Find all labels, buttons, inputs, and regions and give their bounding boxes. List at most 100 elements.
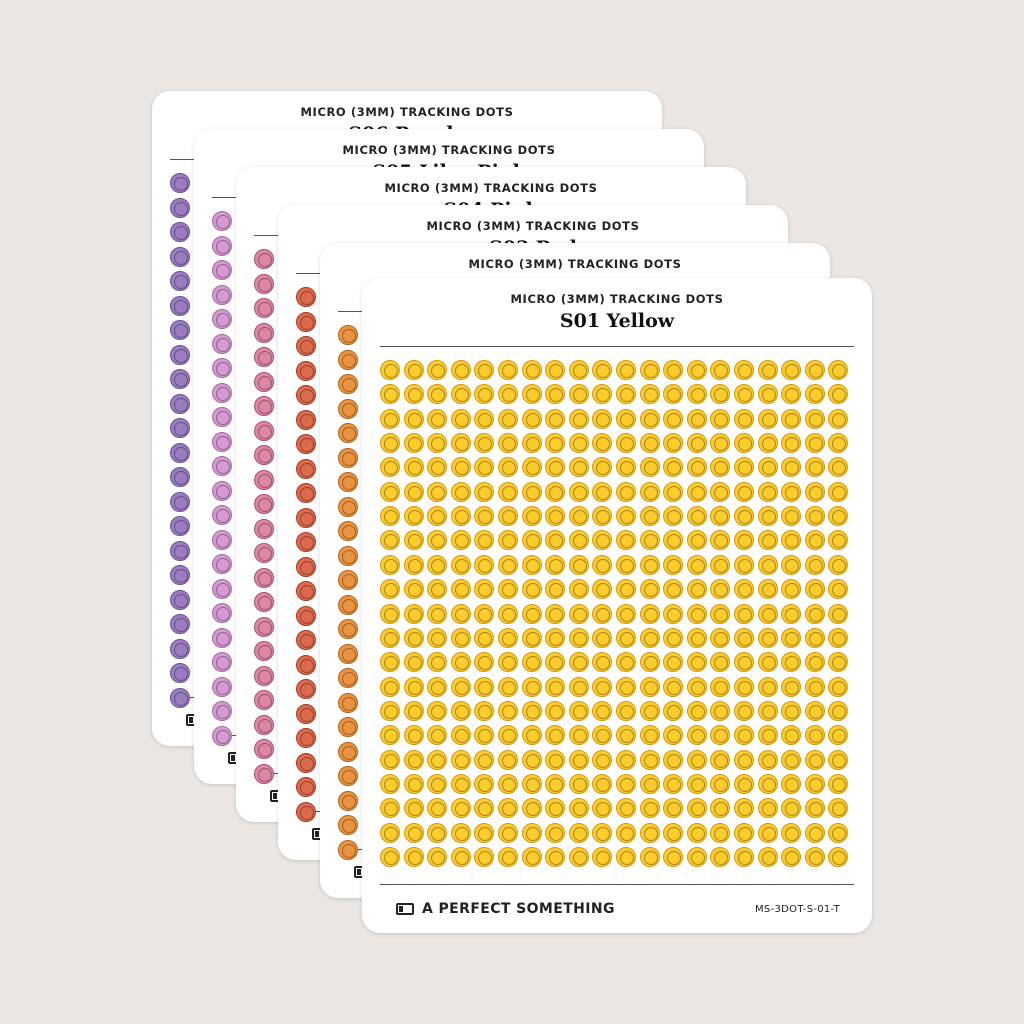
tracking-dot: [212, 382, 232, 403]
tracking-dot: [663, 579, 684, 600]
tracking-dot: [450, 506, 471, 527]
tracking-dot: [734, 798, 754, 819]
tracking-dot: [639, 798, 660, 819]
tracking-dot: [380, 408, 400, 429]
tracking-dot: [757, 457, 778, 478]
tracking-dot: [710, 360, 731, 380]
tracking-dot: [338, 447, 358, 468]
tracking-dot: [686, 506, 707, 527]
tracking-dot: [545, 822, 566, 843]
tracking-dot: [474, 749, 495, 770]
tracking-dot: [804, 457, 825, 478]
tracking-dot: [781, 725, 802, 746]
tracking-dot: [338, 766, 358, 786]
tracking-dot: [734, 676, 754, 697]
tracking-dot: [338, 374, 358, 394]
tracking-dot: [521, 749, 542, 770]
tracking-dot: [781, 773, 802, 794]
tracking-dot: [734, 433, 754, 454]
tracking-dot: [639, 676, 660, 697]
tracking-dot: [296, 728, 316, 748]
tracking-dot: [212, 480, 232, 501]
tracking-dot: [545, 481, 566, 502]
tracking-dot: [212, 407, 232, 427]
tracking-dot: [450, 554, 471, 575]
tracking-dot: [427, 798, 448, 819]
tracking-dot: [338, 717, 358, 737]
tracking-dot: [545, 847, 566, 867]
tracking-dot: [686, 603, 707, 624]
tracking-dot: [212, 505, 232, 525]
tracking-dot: [338, 398, 358, 419]
tracking-dot: [828, 652, 849, 673]
tracking-dot: [804, 530, 825, 551]
tracking-dot: [710, 773, 731, 794]
tracking-dot: [170, 687, 190, 708]
tracking-dot: [568, 457, 589, 478]
tracking-dot: [296, 801, 316, 822]
tracking-dot: [170, 173, 190, 193]
tracking-dot: [380, 530, 400, 551]
tracking-dot: [170, 565, 190, 585]
tracking-dot: [498, 627, 518, 648]
tracking-dot: [296, 287, 316, 307]
tracking-dot: [639, 506, 660, 527]
tracking-dot: [639, 457, 660, 478]
tracking-dot: [427, 506, 448, 527]
tracking-dot: [828, 773, 849, 794]
tracking-dot: [521, 822, 542, 843]
tracking-dot: [663, 603, 684, 624]
brand-name: A PERFECT SOMETHING: [422, 901, 615, 917]
tracking-dot: [450, 749, 471, 770]
tracking-dot: [734, 408, 754, 429]
tracking-dot: [380, 627, 400, 648]
tracking-dot: [757, 360, 778, 380]
tracking-dot: [568, 530, 589, 551]
tracking-dot: [403, 798, 424, 819]
tracking-dot: [592, 457, 613, 478]
tracking-dot: [616, 773, 636, 794]
tracking-dot: [781, 603, 802, 624]
tracking-dot: [170, 393, 190, 414]
tracking-dot: [403, 652, 424, 673]
tracking-dot: [686, 530, 707, 551]
tracking-dot: [734, 603, 754, 624]
tracking-dot: [710, 627, 731, 648]
tracking-dot: [450, 798, 471, 819]
tracking-dot: [474, 457, 495, 478]
tracking-dot: [427, 457, 448, 478]
tracking-dot: [710, 798, 731, 819]
tracking-dot: [686, 700, 707, 721]
tracking-dot: [403, 433, 424, 454]
tracking-dot: [568, 481, 589, 502]
tracking-dot: [545, 749, 566, 770]
tracking-dot: [757, 384, 778, 405]
tracking-dot: [338, 472, 358, 492]
tracking-dot: [170, 320, 190, 340]
tracking-dot: [757, 530, 778, 551]
tracking-dot: [474, 554, 495, 575]
tracking-dot: [686, 433, 707, 454]
tracking-dot: [521, 457, 542, 478]
tracking-dot: [427, 725, 448, 746]
tracking-dot: [828, 822, 849, 843]
tracking-dot: [254, 273, 274, 294]
tracking-dot: [616, 749, 636, 770]
tracking-dot: [804, 506, 825, 527]
tracking-dot: [254, 616, 274, 637]
tracking-dot: [568, 725, 589, 746]
tracking-dot: [212, 333, 232, 354]
tracking-dot: [710, 700, 731, 721]
tracking-dot: [427, 627, 448, 648]
tracking-dot: [254, 298, 274, 318]
tracking-dot: [616, 725, 636, 746]
tracking-dot: [734, 652, 754, 673]
battery-logo-icon: [396, 903, 414, 915]
tracking-dot: [734, 457, 754, 478]
tracking-dot: [403, 408, 424, 429]
tracking-dot: [734, 725, 754, 746]
tracking-dot: [403, 822, 424, 843]
tracking-dot: [663, 530, 684, 551]
tracking-dot: [828, 798, 849, 819]
tracking-dot: [212, 578, 232, 599]
